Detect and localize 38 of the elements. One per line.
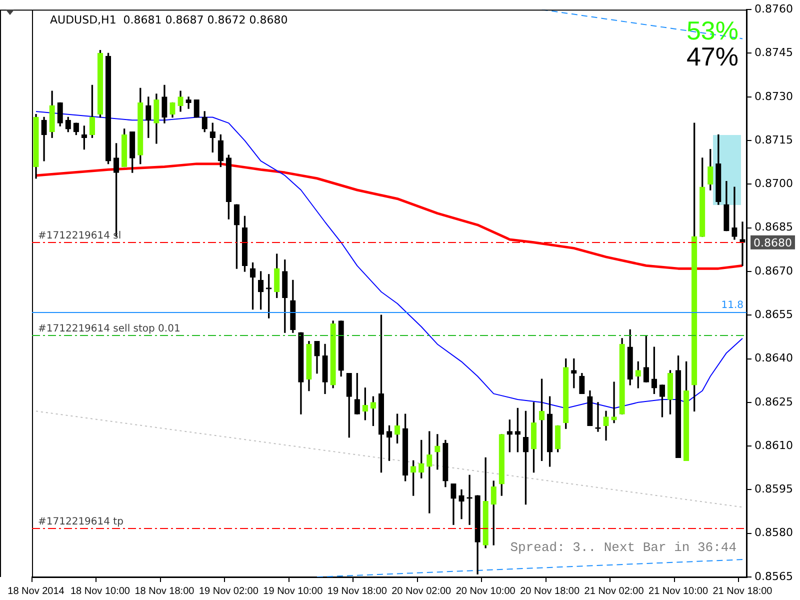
- y-tick-label: 0.8730: [754, 90, 794, 103]
- x-tick-label: 19 Nov 10:00: [263, 586, 324, 597]
- x-tick-label: 20 Nov 18:00: [520, 586, 580, 597]
- y-tick-label: 0.8565: [754, 570, 794, 583]
- y-tick-label: 0.8610: [754, 438, 794, 452]
- y-tick-label: 0.8700: [754, 177, 794, 190]
- y-tick-label: 0.8595: [754, 482, 794, 496]
- y-tick-label: 0.8715: [754, 133, 794, 146]
- x-tick-label: 18 Nov 18:00: [134, 586, 195, 597]
- candlestick: [458, 489, 464, 520]
- x-tick-label: 19 Nov 18:00: [327, 586, 388, 597]
- x-tick-label: 18 Nov 2014: [8, 586, 65, 597]
- x-tick-label: 20 Nov 10:00: [456, 586, 516, 597]
- x-tick-label: 21 Nov 10:00: [648, 586, 708, 597]
- ref-line-label: #1712219614 sell stop 0.01: [38, 324, 180, 334]
- candlestick: [466, 474, 472, 525]
- ref-line-label: #1712219614 sl: [38, 230, 122, 242]
- y-tick-label: 0.8670: [754, 264, 794, 278]
- y-tick-label: 0.8745: [754, 46, 794, 60]
- x-tick-label: 21 Nov 02:00: [584, 586, 644, 597]
- chart-title: AUDUSD,H1 0.8681 0.8687 0.8672 0.8680: [50, 14, 288, 27]
- y-tick-label: 0.8640: [754, 352, 794, 365]
- annotation: Spread: 3.. Next Bar in 36:44: [510, 540, 737, 555]
- text: 0.8680: [754, 236, 792, 250]
- y-tick-label: 0.8760: [754, 2, 794, 16]
- ref-line-label: #1712219614 tp: [38, 516, 124, 528]
- x-tick-label: 19 Nov 02:00: [198, 586, 259, 597]
- y-tick-label: 0.8625: [754, 395, 794, 408]
- y-tick-label: 0.8655: [754, 308, 794, 321]
- x-tick-label: 21 Nov 18:00: [712, 586, 773, 597]
- x-tick-label: 18 Nov 10:00: [70, 586, 130, 597]
- candlestick: [611, 382, 617, 424]
- y-tick-label: 0.8685: [754, 220, 794, 234]
- y-tick-label: 0.8580: [754, 526, 794, 540]
- candlestick: [732, 186, 738, 240]
- candlestick: [434, 434, 440, 470]
- annotation: 11.8: [721, 300, 744, 312]
- x-tick-label: 20 Nov 02:00: [392, 586, 452, 597]
